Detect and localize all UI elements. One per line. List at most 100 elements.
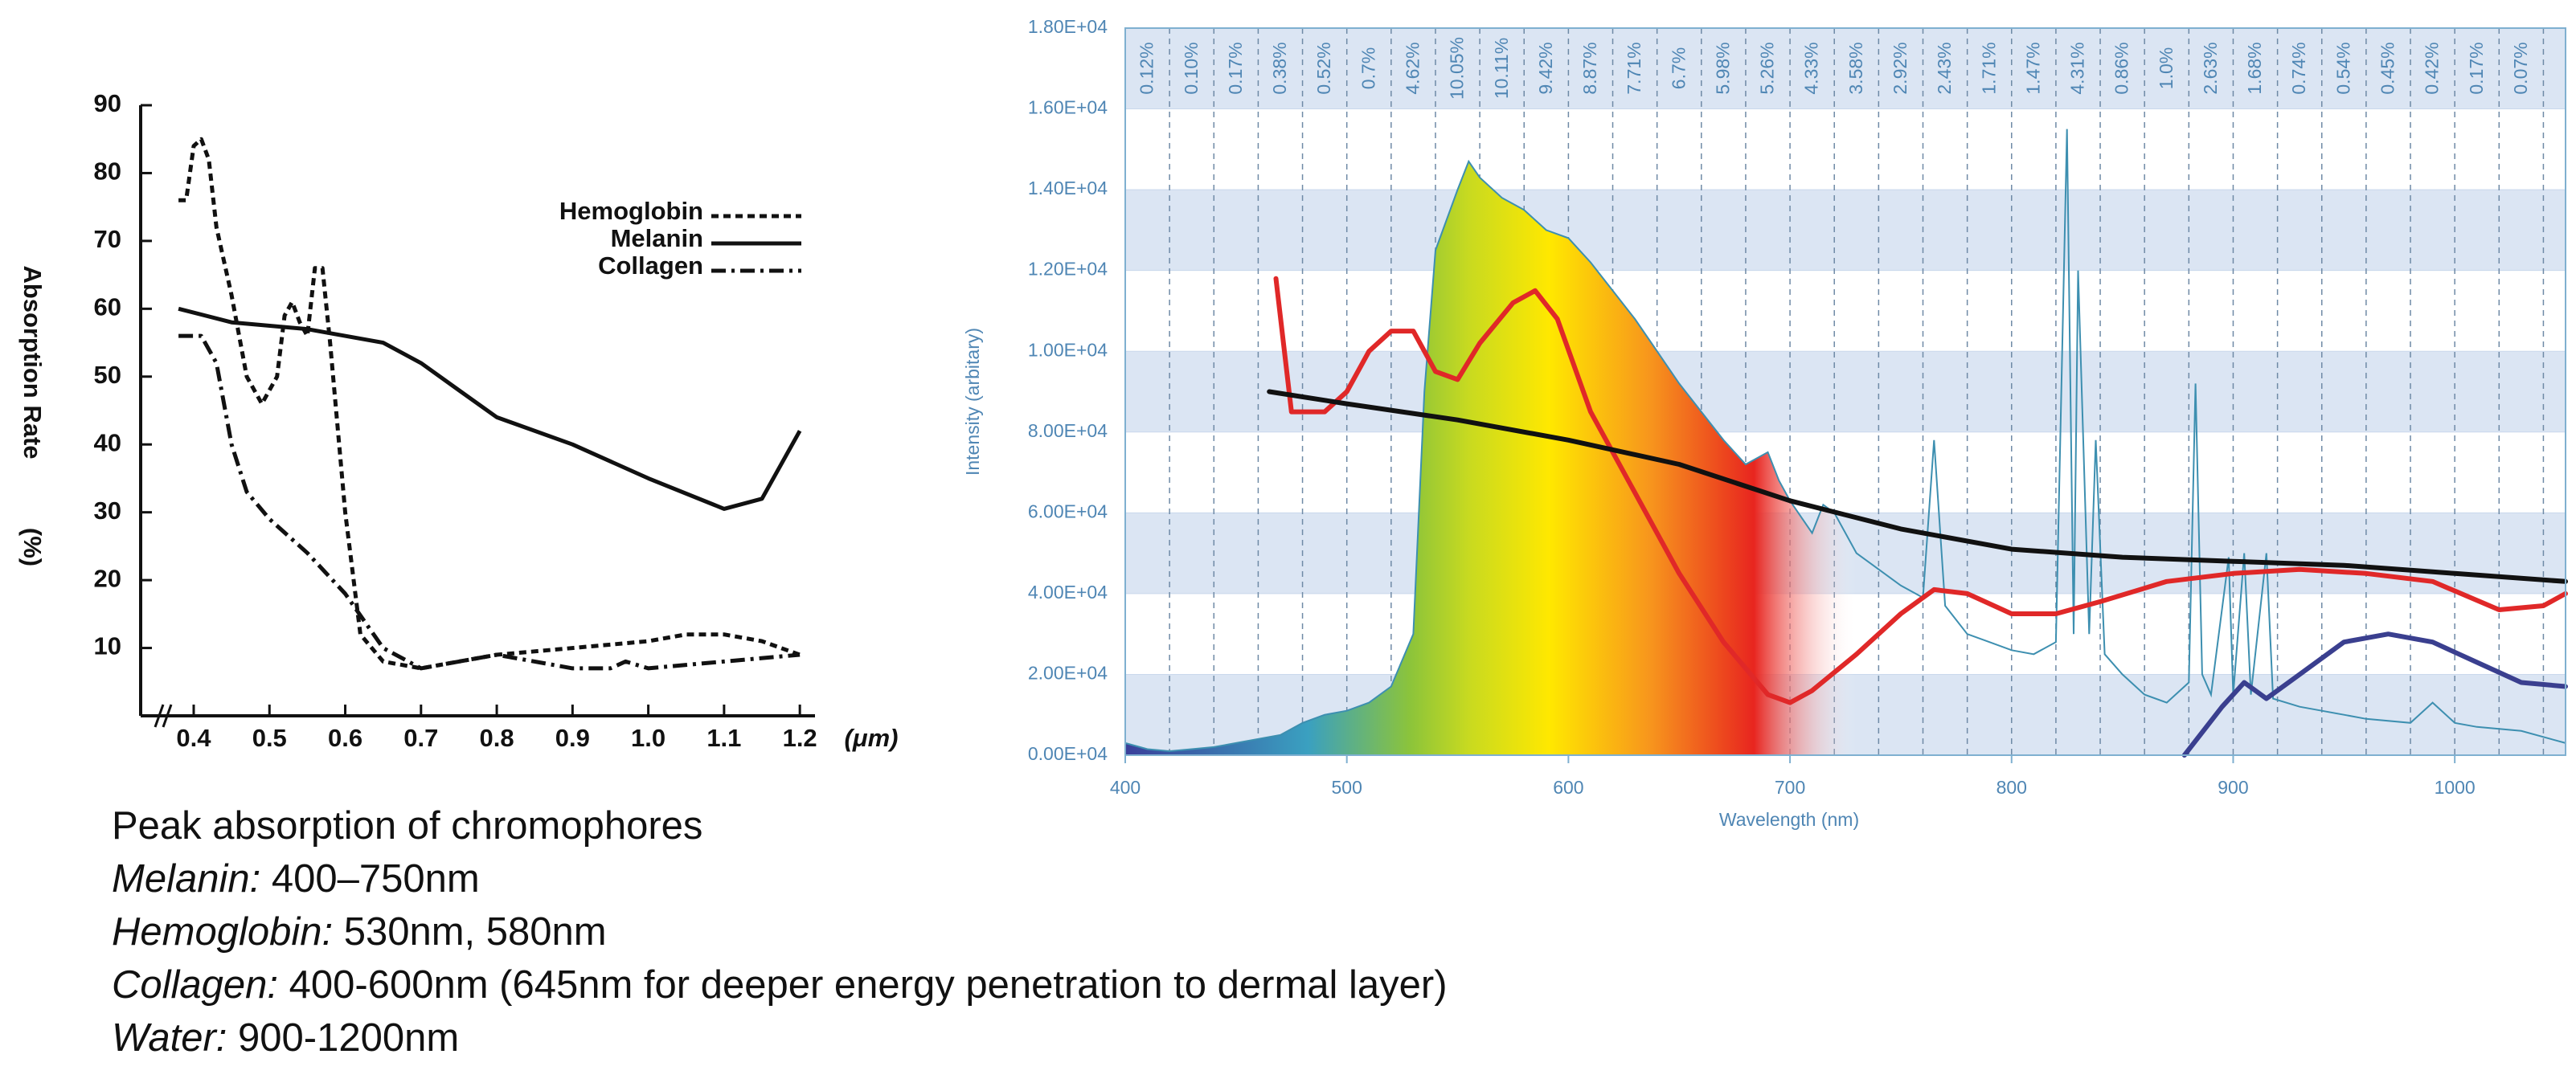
y-tick-label: 70 xyxy=(94,225,121,253)
note: Melanin: 400–750nm xyxy=(112,852,1448,905)
y-tick-label: 1.40E+04 xyxy=(1028,178,1108,198)
band-label: 0.86% xyxy=(2111,42,2132,94)
x-tick-label: 0.6 xyxy=(328,724,362,752)
x-axis-label: (μm) xyxy=(845,724,899,752)
x-tick-label: 700 xyxy=(1775,777,1805,798)
y-tick-label: 0.00E+04 xyxy=(1028,743,1108,764)
notes-title: Peak absorption of chromophores xyxy=(112,804,703,848)
band-label: 3.58% xyxy=(1845,42,1866,94)
note: Water: 900-1200nm xyxy=(112,1011,1448,1064)
note-label: Melanin: xyxy=(112,857,261,901)
series-line xyxy=(178,306,802,511)
y-tick-label: 1.60E+04 xyxy=(1028,97,1108,118)
y-axis-label: Intensity (arbitary) xyxy=(962,328,983,476)
band-label: 6.7% xyxy=(1668,47,1689,89)
y-tick-label: 90 xyxy=(94,89,121,117)
band-label: 10.11% xyxy=(1491,38,1512,99)
y-tick-label: 30 xyxy=(94,496,121,525)
band-label: 9.42% xyxy=(1535,42,1556,94)
series-line xyxy=(178,333,801,671)
y-tick-label: 1.00E+04 xyxy=(1028,339,1108,360)
spectrum-chart: 0.00E+04 2.00E+04 4.00E+04 6.00E+04 8.00E+04… xyxy=(962,16,2568,830)
note-text: 400-600nm (645nm for deeper energy penet… xyxy=(289,963,1448,1007)
y-tick-label: 6.00E+04 xyxy=(1028,501,1108,521)
axis-break xyxy=(154,704,173,728)
band-label: 0.07% xyxy=(2510,42,2531,94)
note-label: Collagen: xyxy=(112,963,279,1007)
note-text: 900-1200nm xyxy=(238,1016,460,1060)
notes: Peak absorption of chromophores Melanin:… xyxy=(112,799,1448,1064)
band-label: 4.62% xyxy=(1402,42,1423,94)
band-label: 4.31% xyxy=(2067,42,2088,94)
y-tick-label: 1.20E+04 xyxy=(1028,259,1108,280)
spectrum-area xyxy=(1125,129,2566,755)
band-label: 0.17% xyxy=(1225,42,1246,94)
band-label: 5.98% xyxy=(1712,42,1733,94)
plot-frame xyxy=(1124,27,2566,756)
y-tick-label: 2.00E+04 xyxy=(1028,663,1108,684)
x-tick-label: 0.5 xyxy=(252,724,287,752)
grid-band xyxy=(1125,190,2566,271)
band-label: 2.63% xyxy=(2200,42,2221,94)
y-tick-label: 4.00E+04 xyxy=(1028,582,1108,603)
band-label: 0.12% xyxy=(1136,42,1157,94)
x-tick-label: 1.1 xyxy=(706,724,741,752)
note-text: 530nm, 580nm xyxy=(343,910,607,954)
y-tick-label: 10 xyxy=(94,632,121,660)
x-tick-label: 1000 xyxy=(2435,777,2476,798)
y-tick-label: 60 xyxy=(94,293,121,321)
y-tick-label: 80 xyxy=(94,157,121,186)
x-tick-label: 0.4 xyxy=(176,724,211,752)
y-tick-label: 8.00E+04 xyxy=(1028,420,1108,441)
note: Hemoglobin: 530nm, 580nm xyxy=(112,905,1448,958)
band-label: 5.26% xyxy=(1757,42,1778,94)
band-label: 1.47% xyxy=(2022,42,2043,94)
note-label: Water: xyxy=(112,1016,227,1060)
legend-label: Hemoglobin xyxy=(559,197,703,225)
note-text: 400–750nm xyxy=(271,857,480,901)
x-tick-label: 800 xyxy=(1997,777,2027,798)
band-label: 4.33% xyxy=(1801,42,1822,94)
series-line xyxy=(2181,631,2568,758)
band-label: 2.92% xyxy=(1890,42,1910,94)
band-label: 0.10% xyxy=(1181,42,1202,94)
x-tick-label: 0.8 xyxy=(480,724,514,752)
note: Collagen: 400-600nm (645nm for deeper en… xyxy=(112,958,1448,1011)
series-line xyxy=(1273,276,2568,705)
y-tick-label: 1.80E+04 xyxy=(1028,16,1108,37)
y-axis-label: Absorption Rate xyxy=(18,265,47,459)
band-label: 0.52% xyxy=(1313,42,1334,94)
y-tick-label: 50 xyxy=(94,361,121,389)
x-tick-label: 1.2 xyxy=(783,724,817,752)
x-tick-label: 600 xyxy=(1553,777,1583,798)
series-line xyxy=(178,137,801,671)
x-tick-label: 1.0 xyxy=(631,724,666,752)
band-label: 2.43% xyxy=(1934,42,1955,94)
band-label: 1.68% xyxy=(2244,42,2265,94)
x-tick-label: 500 xyxy=(1332,777,1362,798)
band-label: 0.38% xyxy=(1269,42,1290,94)
spectrum-line xyxy=(1124,129,2566,753)
grid-band xyxy=(1125,351,2566,432)
x-tick-label: 400 xyxy=(1110,777,1141,798)
series-line xyxy=(1267,389,2568,584)
x-axis-label: Wavelength (nm) xyxy=(1719,809,1859,830)
x-tick-label: 0.9 xyxy=(555,724,590,752)
band-label: 1.0% xyxy=(2156,47,2177,89)
band-label: 10.05% xyxy=(1447,37,1468,100)
x-tick-label: 0.7 xyxy=(403,724,438,752)
y-tick-label: 20 xyxy=(94,564,121,592)
band-label: 0.17% xyxy=(2466,42,2487,94)
band-label: 1.71% xyxy=(1978,42,1999,94)
y-axis-unit: (%) xyxy=(18,528,47,566)
band-label: 0.42% xyxy=(2422,42,2443,94)
band-label: 0.7% xyxy=(1358,47,1378,89)
legend-label: Melanin xyxy=(611,224,703,252)
band-label: 8.87% xyxy=(1579,42,1600,94)
band-label: 0.45% xyxy=(2377,42,2398,94)
band-label: 7.71% xyxy=(1624,42,1644,94)
band-label: 0.54% xyxy=(2332,42,2353,94)
x-tick-label: 900 xyxy=(2218,777,2248,798)
